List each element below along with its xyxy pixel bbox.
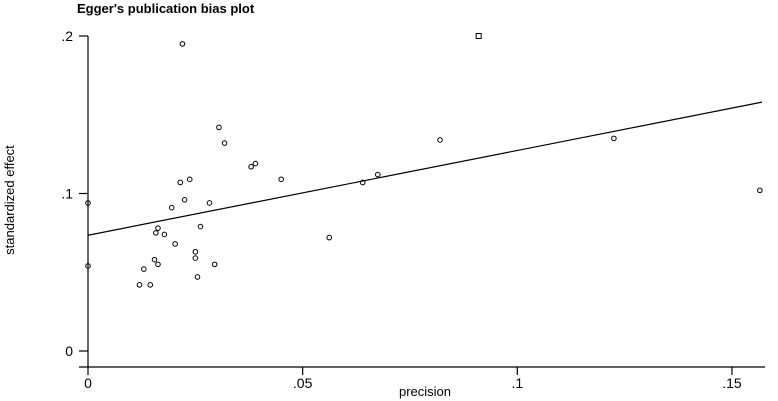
x-axis-title: precision bbox=[399, 384, 451, 399]
data-point bbox=[172, 241, 178, 247]
data-point bbox=[757, 187, 763, 194]
y-tick-label: .1 bbox=[61, 186, 73, 202]
data-point bbox=[197, 223, 204, 230]
data-point bbox=[192, 255, 199, 261]
data-point-square bbox=[475, 33, 482, 39]
data-point bbox=[194, 274, 201, 280]
data-point bbox=[192, 248, 199, 255]
x-tick-label: .05 bbox=[293, 375, 313, 391]
data-point bbox=[437, 137, 443, 143]
chart-title: Egger's publication bias plot bbox=[77, 1, 255, 16]
data-point bbox=[216, 124, 222, 131]
data-point bbox=[248, 163, 254, 170]
data-point bbox=[177, 179, 184, 186]
data-point bbox=[136, 282, 143, 288]
regression-line bbox=[87, 101, 763, 236]
data-point bbox=[179, 41, 186, 47]
data-point bbox=[147, 282, 154, 288]
x-tick-label: .1 bbox=[511, 375, 523, 391]
plot-area bbox=[85, 33, 763, 288]
data-point bbox=[186, 176, 193, 183]
y-tick-label: .2 bbox=[61, 28, 73, 44]
y-axis-title: standardized effect bbox=[2, 145, 17, 255]
data-point bbox=[153, 230, 159, 236]
x-tick-label: .15 bbox=[722, 375, 742, 391]
data-point bbox=[211, 261, 218, 268]
x-tick-label: 0 bbox=[84, 375, 92, 391]
data-point bbox=[161, 231, 168, 238]
data-point bbox=[168, 204, 175, 211]
data-point bbox=[155, 225, 161, 231]
axes: 0 .1 .2 0 .05 .1 .15 bbox=[61, 28, 765, 391]
data-point bbox=[151, 256, 158, 263]
data-point bbox=[278, 176, 284, 183]
data-point bbox=[181, 197, 188, 203]
data-point bbox=[221, 140, 228, 146]
data-point bbox=[206, 200, 213, 206]
y-tick-label: 0 bbox=[65, 343, 73, 359]
data-point bbox=[141, 266, 147, 272]
data-point bbox=[611, 135, 617, 142]
data-point bbox=[326, 234, 333, 241]
data-point bbox=[374, 171, 381, 178]
data-point bbox=[155, 261, 161, 268]
data-point bbox=[252, 160, 259, 167]
